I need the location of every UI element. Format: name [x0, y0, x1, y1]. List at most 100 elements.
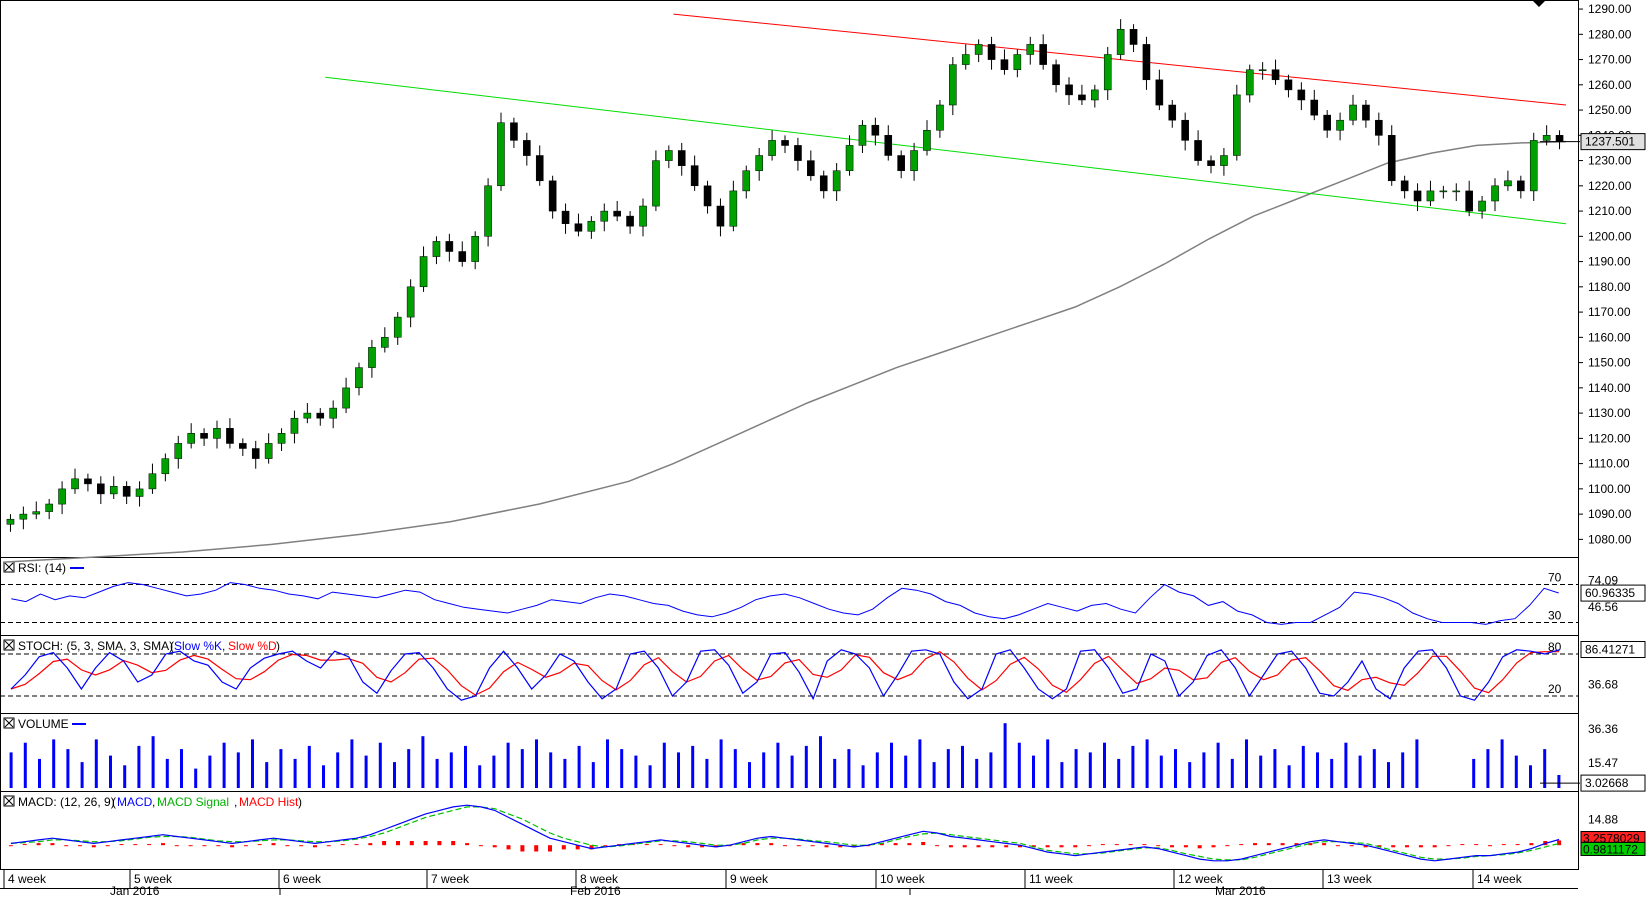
macd-hist-bar — [161, 843, 165, 846]
candle — [355, 362, 363, 396]
volume-bar — [265, 762, 269, 788]
macd-hist-bar — [879, 843, 884, 846]
candle-body — [548, 180, 557, 212]
candle-body — [1375, 119, 1383, 136]
volume-axis-label: 15.47 — [1588, 756, 1618, 770]
stoch-header: STOCH: (5, 3, SMA, 3, SMA) ( Slow %K , S… — [3, 639, 280, 653]
rsi-layer: 70 30 — [0, 571, 1578, 625]
volume-bar — [790, 755, 794, 788]
macd-hist-bar — [1045, 845, 1050, 848]
macd-hist-bar — [976, 845, 981, 848]
candle — [1297, 82, 1306, 111]
svg-text:): ) — [298, 795, 302, 809]
volume-bar — [946, 749, 950, 788]
candle — [703, 180, 712, 214]
candle — [1194, 130, 1202, 166]
candle-body — [639, 205, 647, 227]
volume-bar — [975, 758, 979, 788]
price-tick-label: 1080.00 — [1588, 532, 1632, 546]
candle — [32, 501, 41, 520]
scroll-marker-icon[interactable] — [1532, 0, 1546, 7]
sma-line — [3, 140, 1567, 563]
candle — [303, 403, 312, 424]
volume-bar — [1401, 752, 1405, 788]
svg-text:,: , — [152, 795, 155, 809]
candle — [652, 150, 660, 212]
candle-body — [729, 190, 738, 227]
volume-bar — [1415, 739, 1419, 788]
candle-body — [1491, 185, 1499, 202]
candle — [768, 130, 776, 161]
candle-body — [1555, 135, 1564, 142]
volume-bar — [904, 755, 908, 788]
candle — [1400, 175, 1409, 199]
macd-hist-bar — [1488, 845, 1492, 847]
candle — [510, 117, 518, 148]
candle — [1155, 69, 1164, 111]
candle-body — [1155, 79, 1164, 106]
candle-body — [1220, 155, 1228, 166]
volume-bar — [38, 758, 41, 788]
month-label: Feb 2016 — [570, 884, 621, 895]
candle-body — [1284, 79, 1293, 91]
price-tick-label: 1100.00 — [1588, 482, 1631, 496]
macd-hist-bar — [1266, 843, 1271, 846]
macd-hist-bar — [1183, 845, 1188, 848]
volume-value-box — [1580, 774, 1646, 792]
rsi-level-label: 70 — [1548, 571, 1562, 585]
macd-hist-bar — [1128, 844, 1133, 846]
volume-bar — [648, 765, 652, 788]
candle-body — [1168, 104, 1177, 121]
candle-body — [484, 185, 492, 237]
candle-body — [1013, 54, 1022, 70]
candle-body — [200, 433, 208, 439]
volume-bar — [1372, 749, 1376, 788]
candle-body — [1542, 135, 1551, 141]
candle-body — [910, 150, 918, 171]
macd-hist-bar — [534, 845, 539, 852]
volume-bar — [804, 745, 808, 788]
candle-body — [84, 478, 92, 485]
candle — [639, 198, 647, 237]
candle-body — [19, 513, 28, 520]
macd-hist-bar — [1474, 844, 1479, 846]
volume-bar — [1159, 755, 1163, 788]
volume-bar — [1344, 742, 1348, 788]
candle-body — [161, 458, 170, 475]
candle — [613, 200, 621, 222]
volume-bar — [691, 745, 695, 788]
candle — [6, 514, 15, 532]
macd-hist-bar — [658, 844, 663, 846]
macd-hist-bar — [713, 845, 718, 848]
candle-body — [587, 220, 596, 232]
candle — [949, 57, 957, 116]
candle-body — [122, 486, 131, 497]
volume-bar — [322, 765, 325, 788]
week-label: 8 week — [580, 872, 619, 886]
candle — [1103, 46, 1112, 100]
volume-bar — [1017, 742, 1021, 788]
volume-bar — [123, 765, 127, 788]
candle — [368, 339, 376, 378]
candle — [1000, 49, 1009, 75]
volume-bar — [1316, 752, 1319, 788]
macd-hist-bar — [962, 845, 967, 848]
volume-bar — [80, 762, 84, 788]
volume-bar — [449, 752, 453, 788]
candle-body — [1026, 44, 1035, 55]
volume-bar — [833, 758, 837, 788]
macd-hist-bar — [1377, 845, 1382, 848]
macd-hist-bar — [313, 845, 317, 848]
candle — [961, 44, 970, 70]
volume-bar — [251, 739, 254, 788]
volume-bar — [464, 745, 467, 788]
candle-body — [1142, 44, 1151, 81]
candle-body — [174, 443, 183, 459]
week-label: 13 week — [1327, 872, 1373, 886]
candle — [329, 400, 337, 429]
candle — [135, 481, 144, 507]
stoch-level-label: 20 — [1548, 682, 1562, 696]
macd-hist-bar — [1100, 844, 1105, 846]
svg-text:(: ( — [170, 639, 174, 653]
volume-bar — [421, 736, 425, 788]
